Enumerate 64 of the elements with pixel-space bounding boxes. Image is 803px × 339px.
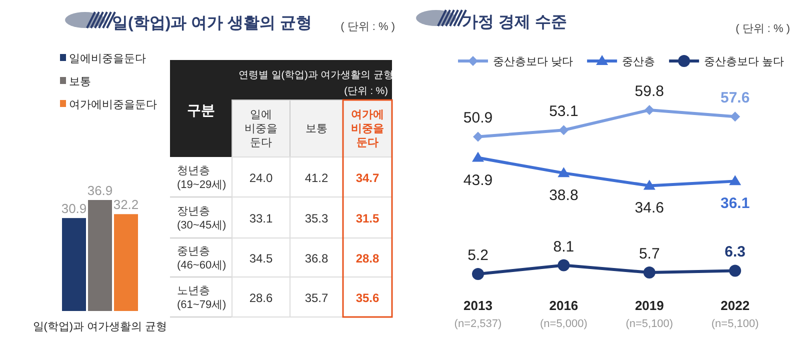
- y-tick-label: 청년층 (19~29세): [177, 165, 226, 191]
- x-tick-label: 여가에 비중을 둔다: [351, 109, 384, 149]
- data-label: 34.5: [249, 252, 273, 266]
- x-tick-label: 2013 (n=2,537): [454, 298, 502, 330]
- data-label: 34.7: [356, 171, 380, 185]
- point: [472, 268, 484, 280]
- data-label: 32.2: [113, 197, 139, 212]
- x-tick-label: 2019 (n=5,100): [626, 298, 674, 330]
- data-label: 5.7: [638, 246, 660, 262]
- legend-label: 일에비중을둔다: [69, 53, 146, 65]
- text: 일(학업)과 여가 생활의 균형: [112, 15, 312, 32]
- data-label: 28.8: [356, 252, 380, 266]
- x-tick-label: 보통: [306, 123, 328, 135]
- data-label: 36.1: [720, 195, 750, 212]
- point: [644, 105, 654, 115]
- data-label: 53.1: [549, 103, 578, 120]
- legend-label: 중산층보다 낮다: [493, 56, 574, 68]
- data-label: 33.1: [249, 212, 273, 226]
- data-label: 36.9: [87, 183, 113, 198]
- point: [558, 259, 570, 272]
- data-label: 50.9: [463, 110, 493, 127]
- y-tick-label: 노년층 (61~79세): [177, 285, 226, 311]
- data-label: 34.6: [634, 200, 664, 217]
- data-label: 57.6: [720, 90, 750, 107]
- y-axis-title: 구분: [187, 102, 215, 118]
- point: [643, 180, 656, 190]
- point: [472, 152, 484, 162]
- data-label: 30.9: [61, 201, 87, 216]
- point: [730, 112, 740, 122]
- data-label: 31.5: [356, 212, 380, 226]
- chart-subtitle: (단위 : %): [344, 86, 388, 97]
- data-label: 59.8: [634, 83, 664, 100]
- x-tick-label: 일(학업)과 여가생활의 균형: [32, 321, 168, 333]
- data-label: 36.8: [304, 252, 328, 266]
- legend-label: 중산층보다 높다: [704, 56, 784, 68]
- text: ( 단위 : % ): [736, 23, 790, 35]
- data-label: 41.2: [304, 171, 328, 185]
- x-tick-label: 일에 비중을 둔다: [244, 109, 278, 149]
- data-label: 28.6: [249, 291, 273, 305]
- point: [473, 132, 483, 142]
- data-label: 43.9: [463, 172, 493, 189]
- y-tick-label: 장년층 (30~45세): [177, 206, 226, 232]
- point: [729, 175, 742, 186]
- data-label: 8.1: [553, 238, 574, 256]
- point: [558, 125, 569, 136]
- text: ( 단위 : % ): [340, 21, 395, 33]
- data-label: 35.6: [356, 291, 380, 305]
- x-tick-label: 2022 (n=5,100): [711, 298, 759, 330]
- legend-label: 보통: [69, 76, 91, 88]
- data-label: 35.7: [304, 291, 328, 305]
- point: [729, 264, 742, 277]
- data-label: 35.3: [304, 212, 328, 226]
- point: [643, 266, 656, 278]
- legend-label: 중산층: [622, 56, 656, 68]
- data-label: 38.8: [549, 187, 578, 204]
- data-label: 5.2: [468, 247, 488, 264]
- point: [558, 167, 570, 178]
- x-tick-label: 2016 (n=5,000): [540, 298, 588, 330]
- data-label: 24.0: [249, 171, 273, 185]
- chart-title: 연령별 일(학업)과 여가생활의 균형: [238, 70, 394, 81]
- legend-label: 여가에비중을둔다: [69, 99, 157, 111]
- y-tick-label: 중년층 (46~60세): [177, 246, 226, 272]
- data-label: 6.3: [724, 244, 746, 261]
- chart-title: 가정 경제 수준: [462, 14, 567, 31]
